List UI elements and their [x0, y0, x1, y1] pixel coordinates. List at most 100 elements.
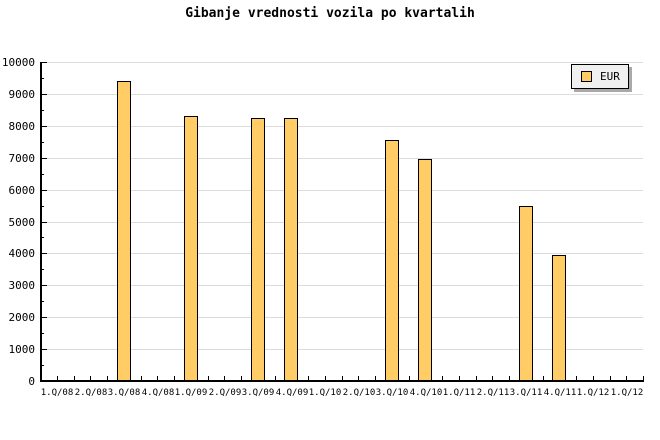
- x-tick: [358, 376, 359, 381]
- x-axis-label: 3.Q/09: [241, 388, 275, 398]
- x-tick: [325, 376, 326, 381]
- y-major-tick: [40, 94, 47, 95]
- x-tick: [57, 376, 58, 381]
- x-tick: [442, 376, 443, 381]
- gridline: [40, 317, 643, 318]
- y-minor-tick: [40, 78, 44, 79]
- x-axis-label: 4.Q/09: [275, 388, 309, 398]
- x-axis-label: 1.Q/12: [610, 388, 644, 398]
- x-tick: [208, 376, 209, 381]
- x-tick: [626, 376, 627, 381]
- bar-1-q-09: [184, 116, 198, 381]
- bar-3-q-08: [117, 81, 131, 381]
- bar-4-q-11: [552, 255, 566, 381]
- legend: EUR: [571, 64, 629, 89]
- x-tick: [492, 376, 493, 381]
- y-minor-tick: [40, 174, 44, 175]
- y-major-tick: [40, 62, 47, 63]
- gridline: [40, 62, 643, 63]
- x-axis-label: 3.Q/08: [107, 388, 141, 398]
- x-axis-label: 2.Q/11: [476, 388, 510, 398]
- gridline: [40, 94, 643, 95]
- bar-3-q-09: [251, 118, 265, 381]
- y-axis-label: 8000: [8, 120, 36, 133]
- bar-3-q-10: [385, 140, 399, 381]
- y-minor-tick: [40, 269, 44, 270]
- x-axis-label: 1.Q/09: [174, 388, 208, 398]
- y-minor-tick: [40, 142, 44, 143]
- x-tick: [275, 376, 276, 381]
- x-axis-label: 2.Q/09: [208, 388, 242, 398]
- gridline: [40, 190, 643, 191]
- y-axis-label: 3000: [8, 279, 36, 292]
- x-tick: [308, 376, 309, 381]
- y-major-tick: [40, 158, 47, 159]
- y-axis-label: 6000: [8, 184, 36, 197]
- y-minor-tick: [40, 365, 44, 366]
- x-axis-label: 4.Q/11: [543, 388, 577, 398]
- y-minor-tick: [40, 237, 44, 238]
- legend-swatch-eur: [581, 71, 592, 82]
- bar-4-q-10: [418, 159, 432, 381]
- x-tick: [342, 376, 343, 381]
- y-axis-label: 2000: [8, 311, 36, 324]
- x-tick: [141, 376, 142, 381]
- x-tick: [509, 376, 510, 381]
- x-axis-label: 4.Q/10: [409, 388, 443, 398]
- x-tick: [157, 376, 158, 381]
- y-axis-line: [40, 62, 42, 381]
- bar-3-q-11: [519, 206, 533, 381]
- y-major-tick: [40, 253, 47, 254]
- bar-4-q-09: [284, 118, 298, 381]
- x-tick: [643, 376, 644, 381]
- y-major-tick: [40, 349, 47, 350]
- x-tick: [74, 376, 75, 381]
- x-axis-line: [40, 380, 644, 382]
- x-tick: [174, 376, 175, 381]
- x-axis-label: 4.Q/08: [141, 388, 175, 398]
- chart-title: Gibanje vrednosti vozila po kvartalih: [185, 6, 475, 21]
- gridline: [40, 349, 643, 350]
- legend-label: EUR: [600, 70, 620, 83]
- y-axis-label: 1000: [8, 343, 36, 356]
- gridline: [40, 126, 643, 127]
- y-minor-tick: [40, 110, 44, 111]
- y-major-tick: [40, 222, 47, 223]
- x-axis-label: 2.Q/10: [342, 388, 376, 398]
- x-tick: [610, 376, 611, 381]
- gridline: [40, 158, 643, 159]
- x-axis-label: 1.Q/10: [308, 388, 342, 398]
- y-minor-tick: [40, 301, 44, 302]
- x-tick: [107, 376, 108, 381]
- y-axis-label: 10000: [1, 56, 35, 69]
- y-axis-label: 0: [28, 375, 35, 388]
- y-axis-label: 5000: [8, 216, 36, 229]
- x-tick: [459, 376, 460, 381]
- y-minor-tick: [40, 333, 44, 334]
- x-tick: [375, 376, 376, 381]
- y-major-tick: [40, 190, 47, 191]
- y-major-tick: [40, 126, 47, 127]
- y-axis-label: 9000: [8, 88, 36, 101]
- x-axis-label: 3.Q/11: [509, 388, 543, 398]
- x-tick: [476, 376, 477, 381]
- x-axis-label: 1.Q/08: [40, 388, 74, 398]
- y-axis-label: 4000: [8, 247, 36, 260]
- x-tick: [224, 376, 225, 381]
- x-tick: [409, 376, 410, 381]
- y-minor-tick: [40, 206, 44, 207]
- x-tick: [576, 376, 577, 381]
- x-axis-label: 3.Q/10: [375, 388, 409, 398]
- gridline: [40, 222, 643, 223]
- y-axis-label: 7000: [8, 152, 36, 165]
- x-axis-label: 1.Q/12: [576, 388, 610, 398]
- x-tick: [593, 376, 594, 381]
- y-major-tick: [40, 285, 47, 286]
- x-tick: [241, 376, 242, 381]
- gridline: [40, 285, 643, 286]
- x-axis-label: 1.Q/11: [442, 388, 476, 398]
- x-axis-label: 2.Q/08: [74, 388, 108, 398]
- x-tick: [90, 376, 91, 381]
